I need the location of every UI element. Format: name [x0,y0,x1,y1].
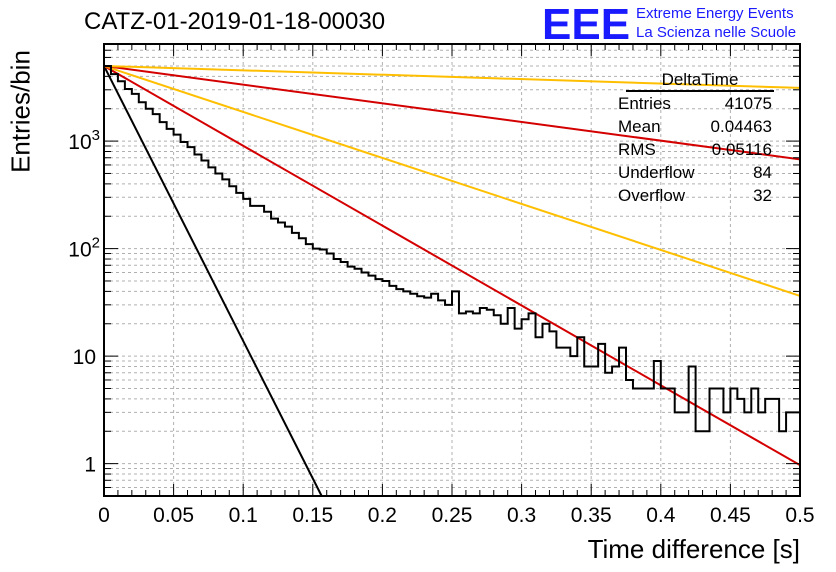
x-tick-label: 0.1 [229,504,258,527]
stats-value: 0.04463 [710,117,772,136]
logo-caption: Extreme Energy Events La Scienza nelle S… [636,4,796,42]
stats-row: RMS 0.05116 [610,138,780,161]
x-tick-label: 0.25 [432,504,473,527]
stats-label: Overflow [618,186,686,205]
fit-curve [103,65,801,467]
x-tick-label: 0.35 [571,504,612,527]
stats-value: 84 [753,163,772,182]
stats-value: 0.05116 [711,140,772,159]
tick-labels: 0 0.05 0.1 0.15 0.2 0.25 0.3 0.35 0.4 0.45 0.5 1 10 1… [68,127,814,527]
x-tick-label: 0.45 [710,504,751,527]
x-tick-label: 0 [98,504,110,527]
fit-curves [103,64,801,497]
fit-curve [103,64,801,89]
y-tick-label: 103 [68,127,100,154]
x-tick-label: 0.15 [292,504,333,527]
x-tick-label: 0.5 [785,504,814,527]
x-axis-label: Time difference [s] [587,534,800,564]
stats-row: Overflow 32 [610,184,780,207]
stats-value: 32 [753,186,772,205]
stats-box: DeltaTime Entries 41075 Mean 0.04463 RMS 0.… [610,70,780,207]
stats-row: Entries 41075 [610,92,780,115]
histogram-series [104,64,801,496]
axis-ticks [103,43,801,497]
stats-name: DeltaTime [626,70,774,92]
fit-curve [103,64,801,161]
x-tick-label: 0.05 [153,504,194,527]
x-tick-label: 0.3 [507,504,536,527]
stats-label: Mean [618,117,661,136]
y-tick-label: 1 [84,454,96,477]
logo-line-1: Extreme Energy Events [636,5,794,22]
x-tick-label: 0.4 [646,504,676,527]
y-tick-label: 102 [68,235,100,262]
stats-label: RMS [618,140,656,159]
eee-logo: EEE [542,0,631,49]
stats-row: Underflow 84 [610,161,780,184]
fit-curve [103,64,801,297]
stats-label: Underflow [618,163,695,182]
x-tick-label: 0.2 [368,504,397,527]
stats-value: 41075 [724,94,772,113]
logo-line-2: La Scienza nelle Scuole [636,24,797,41]
y-axis-label: Entries/bin [5,50,36,173]
stats-label: Entries [618,94,671,113]
stats-row: Mean 0.04463 [610,115,780,138]
fit-curve [103,65,323,497]
y-tick-label: 10 [73,346,96,369]
chart-title: CATZ-01-2019-01-18-00030 [84,8,386,35]
